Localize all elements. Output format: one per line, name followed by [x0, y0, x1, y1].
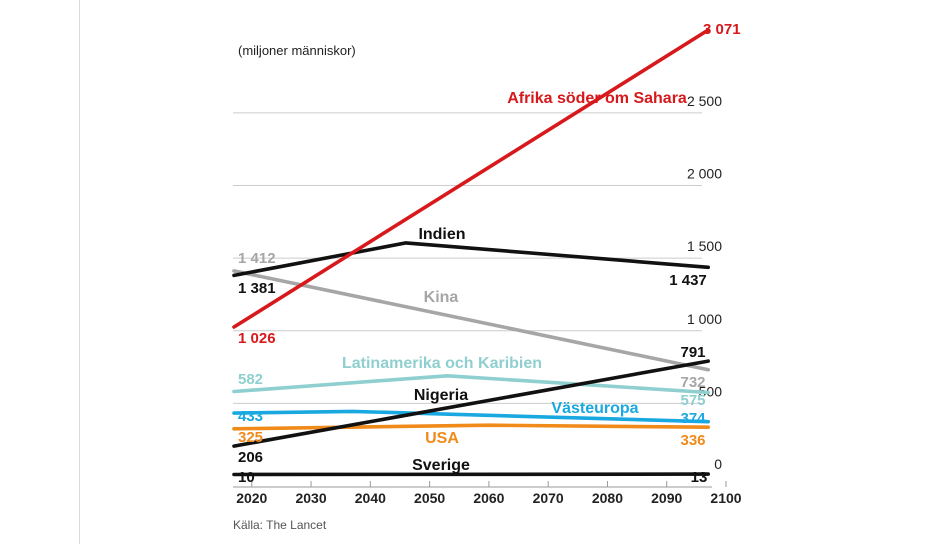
y-tick-label: 0: [714, 456, 722, 472]
series-name-label-usa: USA: [425, 430, 459, 447]
series-start-label-weurope: 433: [238, 408, 263, 425]
x-tick-label: 2080: [592, 490, 623, 506]
series-end-label-usa: 336: [680, 432, 705, 449]
series-end-label-china: 732: [680, 374, 705, 391]
series-lines: [232, 28, 711, 477]
series-start-label-latam: 582: [238, 371, 263, 388]
series-name-label-india: Indien: [418, 226, 465, 243]
series-name-label-sweden: Sverige: [412, 457, 470, 474]
series-name-label-africa: Afrika söder om Sahara: [507, 90, 687, 107]
series-start-label-africa: 1 026: [238, 330, 276, 347]
series-end-label-africa: 3 071: [703, 21, 741, 38]
series-end-label-india: 1 437: [669, 272, 707, 289]
series-labels: Afrika söder om Sahara 1 026 3 071 Indien 1 …: [238, 21, 741, 486]
series-start-label-china: 1 412: [238, 250, 276, 267]
series-start-label-usa: 325: [238, 429, 263, 446]
series-start-label-india: 1 381: [238, 280, 276, 297]
x-tick-label: 2040: [355, 490, 386, 506]
x-tick-label: 2090: [651, 490, 682, 506]
y-tick-label: 1 000: [687, 311, 722, 327]
source-note: Källa: The Lancet: [233, 518, 327, 532]
series-line-weurope: [232, 409, 711, 424]
x-tick-label: 2060: [473, 490, 504, 506]
page-divider: [79, 0, 80, 544]
x-tick-label: 2100: [710, 490, 741, 506]
y-tick-label: 1 500: [687, 238, 722, 254]
series-name-label-latam: Latinamerika och Karibien: [342, 355, 542, 372]
axes: 0 500 1 000 1 500 2 000 2 500 2020 2030 2040 2050…: [233, 93, 742, 506]
series-name-label-nigeria: Nigeria: [414, 387, 468, 404]
series-end-label-sweden: 13: [691, 469, 708, 486]
series-start-label-nigeria: 206: [238, 449, 263, 466]
y-tick-label: 2 500: [687, 93, 722, 109]
series-end-label-weurope: 374: [680, 410, 706, 427]
y-tick-label: 2 000: [687, 166, 722, 182]
series-name-label-weurope: Västeuropa: [551, 400, 638, 417]
series-name-label-china: Kina: [424, 289, 459, 306]
series-line-usa: [232, 423, 711, 431]
x-tick-label: 2050: [414, 490, 445, 506]
series-end-label-nigeria: 791: [680, 344, 705, 361]
x-tick-label: 2020: [236, 490, 267, 506]
series-line-china: [232, 269, 711, 372]
series-end-label-latam: 575: [680, 392, 705, 409]
series-line-india: [232, 241, 711, 278]
x-tick-label: 2030: [295, 490, 326, 506]
series-line-africa: [232, 28, 711, 329]
y-tick-label: 500: [699, 383, 723, 399]
series-line-latam: [232, 373, 711, 395]
series-start-label-sweden: 10: [238, 469, 255, 486]
x-tick-label: 2070: [533, 490, 564, 506]
series-line-nigeria: [232, 359, 711, 448]
y-axis-unit-label: (miljoner människor): [238, 43, 356, 58]
